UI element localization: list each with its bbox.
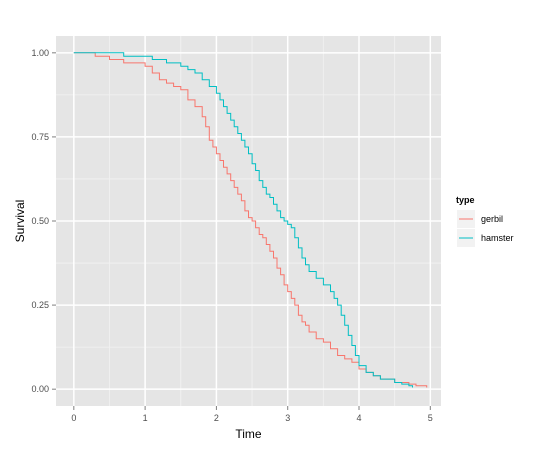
x-tick-label: 1 [143,413,148,423]
major-gridlines [56,36,441,406]
x-axis-ticks: 0 1 2 3 4 5 [71,406,433,423]
x-tick-label: 5 [428,413,433,423]
x-tick-label: 2 [214,413,219,423]
y-tick-label: 0.50 [31,216,49,226]
legend: type gerbil hamster [456,195,514,247]
y-tick-label: 0.25 [31,300,49,310]
x-tick-label: 4 [357,413,362,423]
x-tick-label: 0 [71,413,76,423]
x-axis-title: Time [235,427,262,441]
y-axis-ticks: 0.00 0.25 0.50 0.75 1.00 [31,48,56,394]
y-tick-label: 1.00 [31,48,49,58]
y-tick-label: 0.75 [31,132,49,142]
y-axis-title: Survival [13,200,27,243]
legend-items: gerbil hamster [457,210,514,247]
y-tick-label: 0.00 [31,384,49,394]
legend-title: type [456,195,475,205]
series-layer [73,52,428,388]
series-line-hamster [73,52,413,388]
x-tick-label: 3 [285,413,290,423]
legend-label-gerbil: gerbil [481,214,503,224]
series-line-gerbil [73,52,428,388]
legend-label-hamster: hamster [481,233,514,243]
